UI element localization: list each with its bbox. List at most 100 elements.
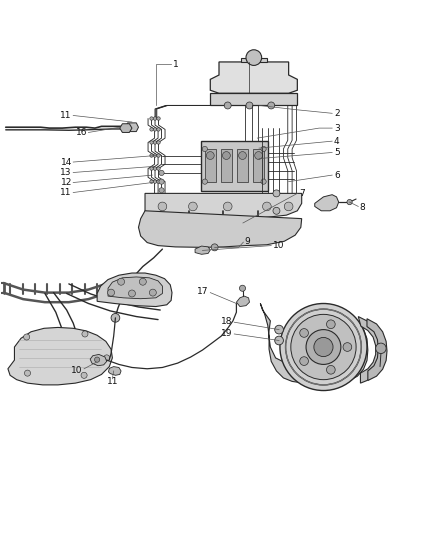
Polygon shape xyxy=(221,149,232,182)
Circle shape xyxy=(246,50,261,66)
Circle shape xyxy=(153,180,157,183)
Circle shape xyxy=(188,202,197,211)
Polygon shape xyxy=(97,273,172,306)
Polygon shape xyxy=(210,62,297,93)
Polygon shape xyxy=(253,149,264,182)
Polygon shape xyxy=(120,124,132,133)
Polygon shape xyxy=(109,367,121,375)
Circle shape xyxy=(150,117,153,120)
Circle shape xyxy=(150,180,153,183)
Circle shape xyxy=(275,336,283,345)
Polygon shape xyxy=(195,246,210,254)
Text: 16: 16 xyxy=(76,128,88,137)
Circle shape xyxy=(254,221,262,230)
Circle shape xyxy=(273,207,280,214)
Polygon shape xyxy=(8,327,113,385)
Circle shape xyxy=(215,220,231,236)
Circle shape xyxy=(81,372,87,378)
Circle shape xyxy=(280,303,367,391)
Circle shape xyxy=(159,171,164,175)
Circle shape xyxy=(24,334,30,340)
Text: 14: 14 xyxy=(60,158,72,166)
Circle shape xyxy=(149,289,156,296)
Polygon shape xyxy=(237,296,250,306)
Circle shape xyxy=(261,147,266,151)
Circle shape xyxy=(25,370,31,376)
Circle shape xyxy=(343,343,352,351)
Text: 8: 8 xyxy=(360,203,365,212)
Text: 18: 18 xyxy=(221,317,232,326)
Circle shape xyxy=(111,313,120,322)
Circle shape xyxy=(150,128,153,131)
Circle shape xyxy=(254,151,262,159)
Circle shape xyxy=(223,151,230,159)
Circle shape xyxy=(117,278,124,285)
Circle shape xyxy=(82,331,88,337)
Circle shape xyxy=(206,151,214,159)
Text: 7: 7 xyxy=(299,189,305,198)
Circle shape xyxy=(184,221,193,230)
Circle shape xyxy=(150,141,153,144)
Circle shape xyxy=(157,117,160,120)
Polygon shape xyxy=(201,141,268,191)
Circle shape xyxy=(95,357,100,362)
Polygon shape xyxy=(108,277,162,298)
Circle shape xyxy=(158,202,167,211)
Circle shape xyxy=(211,244,218,251)
Circle shape xyxy=(153,128,157,131)
Circle shape xyxy=(104,355,110,361)
Circle shape xyxy=(262,202,271,211)
Polygon shape xyxy=(260,303,368,384)
Circle shape xyxy=(139,278,146,285)
Circle shape xyxy=(273,190,280,197)
Circle shape xyxy=(240,285,246,292)
Circle shape xyxy=(157,154,160,157)
Polygon shape xyxy=(210,93,297,106)
Circle shape xyxy=(159,188,164,193)
Polygon shape xyxy=(138,211,302,247)
Circle shape xyxy=(157,128,160,131)
Circle shape xyxy=(159,179,164,184)
Circle shape xyxy=(153,154,157,157)
Polygon shape xyxy=(237,149,248,182)
Circle shape xyxy=(300,357,308,366)
Polygon shape xyxy=(315,195,339,211)
Text: 1: 1 xyxy=(173,60,179,69)
Polygon shape xyxy=(205,149,216,182)
Text: 10: 10 xyxy=(71,366,82,375)
Circle shape xyxy=(268,102,275,109)
Circle shape xyxy=(326,320,335,329)
Circle shape xyxy=(300,328,308,337)
Polygon shape xyxy=(358,317,383,383)
Circle shape xyxy=(275,325,283,334)
Circle shape xyxy=(223,202,232,211)
Circle shape xyxy=(291,314,356,379)
Circle shape xyxy=(202,147,208,151)
Text: 13: 13 xyxy=(60,168,72,177)
Circle shape xyxy=(128,290,135,297)
Text: 4: 4 xyxy=(334,136,339,146)
Circle shape xyxy=(306,329,341,365)
Circle shape xyxy=(284,202,293,211)
Circle shape xyxy=(219,221,228,230)
Circle shape xyxy=(347,199,352,205)
Circle shape xyxy=(153,117,157,120)
Circle shape xyxy=(157,167,160,171)
Circle shape xyxy=(157,180,160,183)
Text: 11: 11 xyxy=(60,111,72,120)
Circle shape xyxy=(314,337,333,357)
Polygon shape xyxy=(90,354,107,366)
Text: 17: 17 xyxy=(197,287,208,296)
Text: 12: 12 xyxy=(60,178,72,187)
Circle shape xyxy=(150,154,153,157)
Text: 19: 19 xyxy=(221,328,232,337)
Circle shape xyxy=(157,141,160,144)
Text: 11: 11 xyxy=(60,188,72,197)
Circle shape xyxy=(246,102,253,109)
Circle shape xyxy=(219,224,228,232)
Circle shape xyxy=(202,179,208,184)
Text: 10: 10 xyxy=(273,241,284,250)
Circle shape xyxy=(108,289,115,296)
Polygon shape xyxy=(367,319,387,381)
Polygon shape xyxy=(125,123,138,132)
